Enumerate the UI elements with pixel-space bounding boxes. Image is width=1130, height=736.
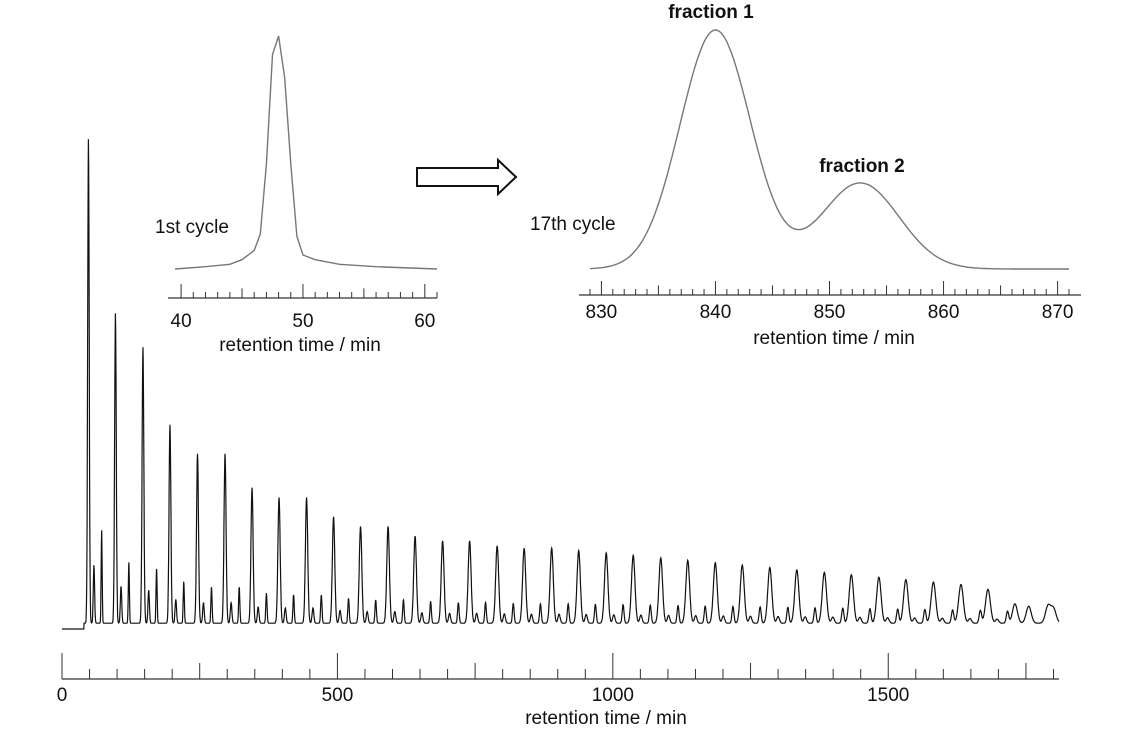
fraction-2-annotation: fraction 2: [819, 156, 905, 177]
main-x-axis-label: retention time / min: [525, 708, 687, 729]
inset-1-ticks: [180, 284, 438, 298]
inset-1-trace: [174, 35, 438, 270]
inset-1-title: 1st cycle: [155, 217, 229, 238]
inset-17th-cycle: 17th cycle fraction 1 fraction 2 830 840…: [530, 2, 1081, 349]
inset-2-tick-label: 840: [700, 302, 732, 323]
inset-2-tick-label: 830: [586, 302, 618, 323]
main-tick-label: 1500: [867, 685, 909, 706]
main-chromatogram: 0 500 1000 1500 retention time / min: [57, 139, 1060, 729]
inset-1st-cycle: 1st cycle 40 50 60 retention time / min: [155, 35, 438, 356]
inset-2-tick-label: 860: [928, 302, 960, 323]
inset-2-trace: [589, 29, 1069, 270]
main-trace: [62, 139, 1060, 630]
inset-2-title: 17th cycle: [530, 214, 616, 235]
inset-2-ticks: [589, 281, 1070, 295]
inset-1-tick-label: 60: [414, 311, 435, 332]
inset-2-tick-label: 850: [814, 302, 846, 323]
inset-2-tick-label: 870: [1042, 302, 1074, 323]
inset-1-tick-label: 40: [171, 311, 192, 332]
main-tick-label: 1000: [592, 685, 634, 706]
main-tick-label: 0: [57, 685, 68, 706]
fraction-1-annotation: fraction 1: [668, 2, 754, 23]
inset-2-x-axis-label: retention time / min: [753, 328, 915, 349]
inset-1-tick-label: 50: [292, 311, 313, 332]
main-ticks: [61, 653, 1054, 679]
right-arrow-icon: [416, 157, 518, 197]
inset-1-x-axis-label: retention time / min: [219, 335, 381, 356]
main-tick-label: 500: [322, 685, 354, 706]
